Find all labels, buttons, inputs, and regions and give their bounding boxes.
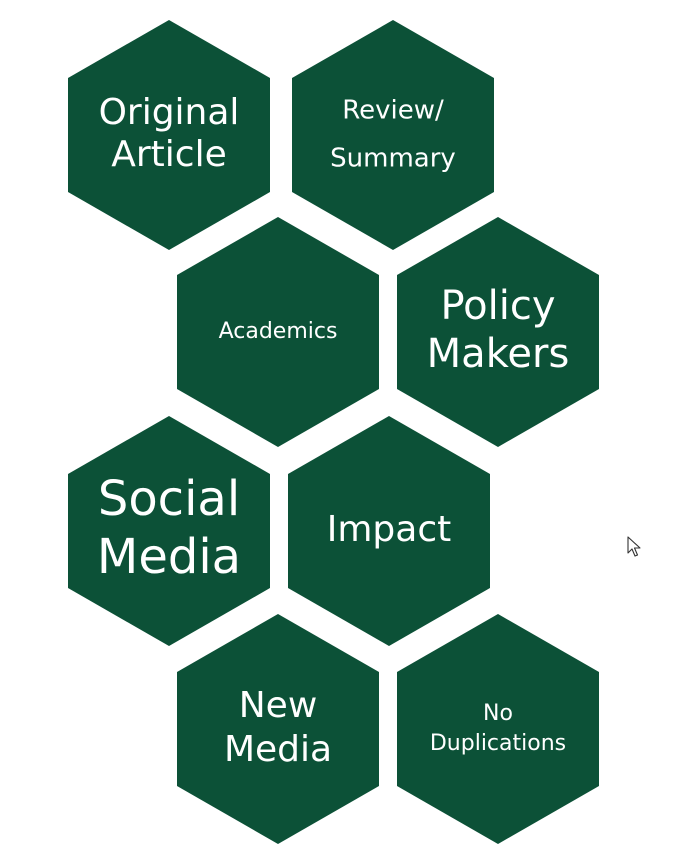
hexagon-label: Impact [327,509,452,550]
hexagon-shape [68,20,270,250]
hexagon-label: Media [97,529,241,585]
hexagon-label: Social [98,471,240,527]
hexagon-shape [397,217,599,447]
hexagon-shape [177,217,379,447]
hexagon-academics: Academics [177,217,379,447]
mouse-pointer-icon [627,536,641,557]
hexagon-shape [68,416,270,646]
hexagon-label: Academics [219,319,338,344]
hexagon-label: Makers [427,331,570,377]
hexagon-label: Article [111,134,227,175]
hexagon-impact: Impact [288,416,490,646]
hexagon-shape [177,614,379,844]
hexagon-label: Duplications [430,731,566,756]
hexagon-label: Media [224,729,332,770]
hexagon-label: Review/ [342,96,444,126]
hexagon-review-summary: Review/Summary [292,20,494,250]
hexagon-label: Policy [440,283,555,329]
hexagon-label: New [239,685,318,726]
hexagon-shape [397,614,599,844]
hexagon-label: No [483,701,513,726]
hexagon-label: Original [99,92,240,133]
hexagon-label: Summary [330,144,456,174]
hexagon-no-duplications: No Duplications [397,614,599,844]
hexagon-shape [292,20,494,250]
hexagon-shape [288,416,490,646]
